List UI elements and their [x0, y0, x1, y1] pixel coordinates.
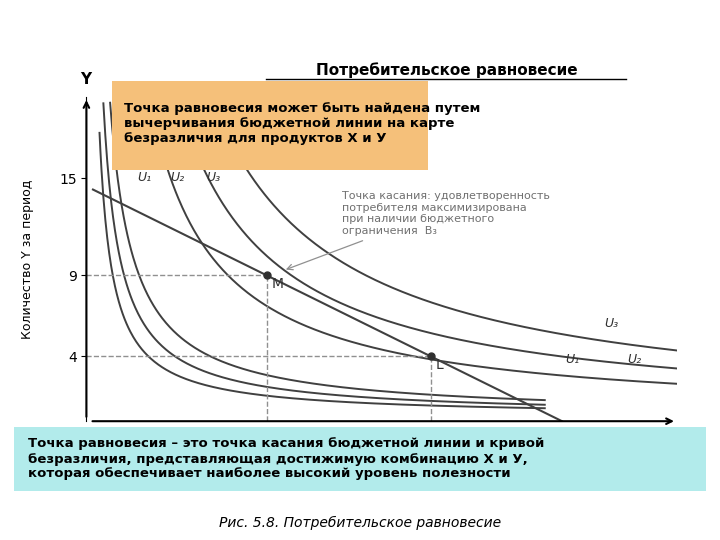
- Text: U₁: U₁: [138, 171, 151, 185]
- Text: U₃: U₃: [206, 171, 220, 185]
- Text: Y: Y: [81, 72, 91, 87]
- Text: M: M: [271, 278, 284, 292]
- Text: L: L: [436, 359, 444, 373]
- Text: U₂: U₂: [628, 353, 642, 366]
- Text: Рис. 5.8. Потребительское равновесие: Рис. 5.8. Потребительское равновесие: [219, 515, 501, 530]
- Text: Точка равновесия может быть найдена путем
вычерчивания бюджетной линии на карте
: Точка равновесия может быть найдена путе…: [125, 102, 481, 145]
- Text: U₁: U₁: [565, 353, 580, 366]
- Text: Точка касания: удовлетворенность
потребителя максимизирована
при наличии бюджетн: Точка касания: удовлетворенность потреби…: [342, 191, 550, 236]
- Text: Потребительское равновесие: Потребительское равновесие: [315, 63, 577, 78]
- Text: Точка равновесия – это точка касания бюджетной линии и кривой
безразличия, предс: Точка равновесия – это точка касания бюд…: [28, 437, 544, 481]
- Text: U₃: U₃: [605, 317, 618, 330]
- Text: U₂: U₂: [170, 171, 184, 185]
- Text: Количество Y за период: Количество Y за период: [21, 179, 34, 339]
